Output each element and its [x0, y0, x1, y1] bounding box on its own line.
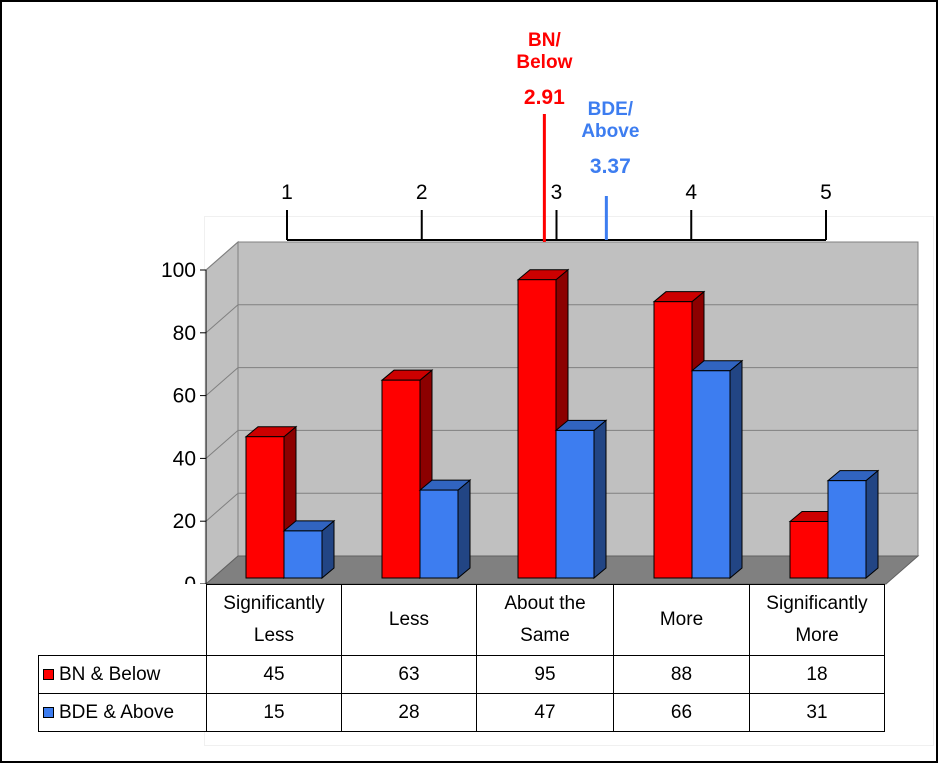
- data-cell: 15: [206, 693, 342, 732]
- data-table: Significantly Less Less About the Same M…: [38, 584, 885, 732]
- bar-front: [381, 379, 421, 579]
- series-name-cell: BN & Below: [38, 655, 207, 694]
- side-wall: [205, 240, 239, 586]
- category-label: Significantly More: [749, 584, 885, 656]
- y-tick-label: 20: [173, 510, 196, 533]
- category-label: Significantly Less: [206, 584, 342, 656]
- mean-marker-label: Above: [581, 121, 639, 142]
- category-row: Significantly Less Less About the Same M…: [39, 584, 885, 656]
- gridline-side: [205, 304, 239, 334]
- data-cell: 18: [749, 655, 885, 694]
- category-label: About the Same: [476, 584, 614, 656]
- bar: [826, 469, 880, 580]
- scale-tick-label: 5: [820, 181, 832, 204]
- y-tick-label: 40: [173, 447, 196, 470]
- gridline-side: [205, 492, 239, 522]
- data-cell: 63: [341, 655, 477, 694]
- series-row-bn: BN & Below 45 63 95 88 18: [38, 655, 885, 694]
- bar: [282, 519, 336, 580]
- data-cell: 47: [476, 693, 614, 732]
- series-name: BDE & Above: [59, 701, 175, 723]
- scale-tick-label: 3: [551, 181, 563, 204]
- series-name-cell: BDE & Above: [38, 693, 207, 732]
- gridlines: [205, 241, 918, 522]
- mean-marker-label: BDE/: [588, 99, 634, 120]
- category-label: Less: [341, 584, 477, 656]
- gridline-side: [205, 430, 239, 459]
- y-axis-ticks: 020406080100: [161, 259, 207, 596]
- bar-front: [691, 370, 731, 579]
- mean-marker-value: 3.37: [590, 155, 631, 178]
- bar: [418, 479, 472, 580]
- bar: [554, 419, 608, 580]
- category-label: More: [613, 584, 750, 656]
- y-tick-label: 80: [173, 322, 196, 345]
- corner-cell: [39, 585, 207, 656]
- scale-tick-label: 4: [685, 181, 697, 204]
- mean-marker-label: BN/: [528, 30, 561, 51]
- bar-front: [517, 279, 557, 579]
- bar-side: [457, 479, 471, 580]
- gridline-side: [205, 241, 239, 271]
- y-tick-label: 60: [173, 385, 196, 408]
- data-cell: 45: [206, 655, 342, 694]
- series-row-bde: BDE & Above 15 28 47 66 31: [38, 693, 885, 732]
- data-cell: 88: [613, 655, 750, 694]
- mean-marker-label: Below: [516, 52, 572, 73]
- data-cell: 28: [341, 693, 477, 732]
- mean-markers: BN/Below 2.91 BDE/Above 3.37: [516, 30, 639, 242]
- bar-front: [827, 480, 867, 579]
- legend-swatch-red: [43, 668, 54, 680]
- bar-front: [789, 520, 829, 579]
- bar-front: [555, 429, 595, 579]
- bar-side: [593, 419, 607, 580]
- data-cell: 66: [613, 693, 750, 732]
- y-tick-label: 100: [161, 259, 196, 282]
- data-cell: 31: [749, 693, 885, 732]
- gridline-side: [205, 367, 239, 396]
- data-cell: 95: [476, 655, 614, 694]
- series-name: BN & Below: [59, 663, 161, 685]
- scale-tick-label: 1: [281, 181, 293, 204]
- mean-scale: 1 2 3 4 5: [281, 181, 832, 241]
- bar-front: [245, 436, 285, 579]
- bar-front: [653, 301, 693, 579]
- bar-side: [729, 359, 743, 580]
- scale-tick-label: 2: [416, 181, 428, 204]
- mean-marker-value: 2.91: [524, 86, 565, 109]
- bars: [244, 268, 880, 580]
- bar-front: [419, 489, 459, 579]
- bar-side: [865, 469, 879, 580]
- bar-front: [283, 530, 323, 579]
- legend-swatch-blue: [43, 706, 54, 718]
- bar: [690, 359, 744, 580]
